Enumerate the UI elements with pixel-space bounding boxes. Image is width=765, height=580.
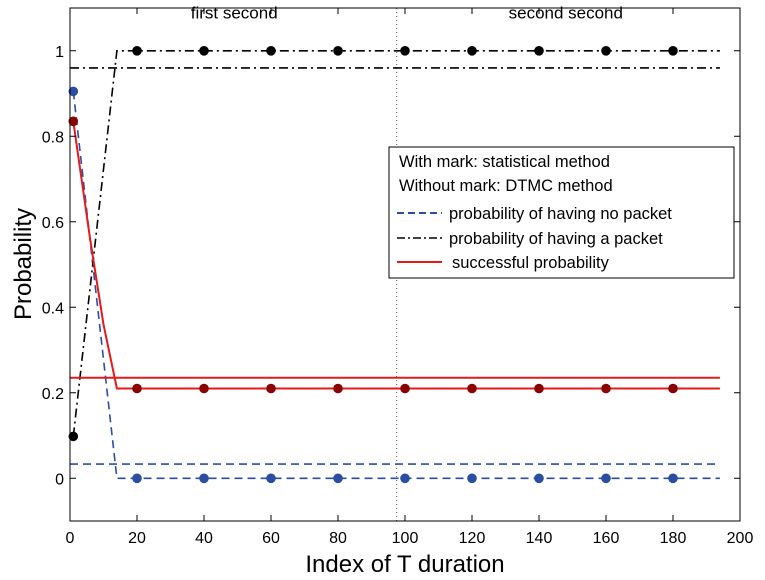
x-tick-label-7: 140 xyxy=(526,530,553,547)
y-tick-label-3: 0.6 xyxy=(42,215,64,232)
marker-point-2-4 xyxy=(333,383,343,394)
marker-point-2-6 xyxy=(467,383,477,394)
marker-point-2-1 xyxy=(132,383,142,394)
marker-point-1-3 xyxy=(266,46,276,56)
marker-point-2-2 xyxy=(199,383,209,394)
marker-point-1-4 xyxy=(333,46,343,56)
marker-point-2-7 xyxy=(534,383,544,394)
legend-line-3: probability of having no packet xyxy=(449,205,672,223)
legend-line-2: Without mark: DTMC method xyxy=(399,177,613,195)
marker-point-0-5 xyxy=(400,473,410,484)
marker-point-2-3 xyxy=(266,383,276,394)
legend-line-5: successful probability xyxy=(452,254,610,272)
marker-point-0-7 xyxy=(534,473,544,484)
marker-point-0-9 xyxy=(668,473,678,484)
series-line-2 xyxy=(72,49,720,437)
x-tick-label-5: 100 xyxy=(392,530,419,547)
marker-point-0-0 xyxy=(68,86,79,97)
x-tick-label-0: 0 xyxy=(66,530,75,547)
marker-point-2-8 xyxy=(601,383,611,394)
y-tick-label-4: 0.8 xyxy=(42,129,64,146)
marker-point-1-2 xyxy=(199,46,209,56)
x-tick-label-1: 20 xyxy=(128,530,146,547)
marker-point-0-8 xyxy=(601,473,611,484)
marker-point-1-9 xyxy=(668,46,678,56)
legend-line-4: probability of having a packet xyxy=(449,230,663,248)
annotation-first-second: first second xyxy=(191,4,278,23)
x-axis-label: Index of T duration xyxy=(305,551,504,578)
marker-point-0-2 xyxy=(199,473,209,484)
legend-line-1: With mark: statistical method xyxy=(399,153,610,171)
marker-point-2-0 xyxy=(68,116,79,127)
x-tick-label-10: 200 xyxy=(727,530,754,547)
y-tick-label-2: 0.4 xyxy=(42,300,64,317)
legend-box xyxy=(388,146,735,279)
marker-point-1-6 xyxy=(467,46,477,56)
marker-point-1-8 xyxy=(601,46,611,56)
marker-point-0-1 xyxy=(132,473,142,484)
marker-point-2-5 xyxy=(400,383,410,394)
marker-point-0-3 xyxy=(266,473,276,484)
y-tick-label-1: 0.2 xyxy=(42,386,64,403)
marker-point-1-1 xyxy=(132,46,142,56)
x-tick-label-8: 160 xyxy=(593,530,620,547)
x-tick-label-3: 60 xyxy=(262,530,280,547)
marker-point-1-0 xyxy=(68,431,79,442)
marker-point-0-4 xyxy=(333,473,343,484)
x-tick-label-4: 80 xyxy=(329,530,347,547)
annotation-second-second: second second xyxy=(509,4,623,23)
series-line-4 xyxy=(72,121,720,390)
y-axis-label: Probability xyxy=(10,208,37,320)
marker-point-1-5 xyxy=(400,46,410,56)
marker-point-1-7 xyxy=(534,46,544,56)
y-tick-label-5: 1 xyxy=(55,44,64,61)
marker-point-0-6 xyxy=(467,473,477,484)
marker-point-2-9 xyxy=(668,383,678,394)
y-tick-label-0: 0 xyxy=(55,471,64,488)
x-tick-label-2: 40 xyxy=(195,530,213,547)
x-tick-label-9: 180 xyxy=(660,530,687,547)
legend: With mark: statistical method Without ma… xyxy=(388,146,735,279)
x-tick-label-6: 120 xyxy=(459,530,486,547)
